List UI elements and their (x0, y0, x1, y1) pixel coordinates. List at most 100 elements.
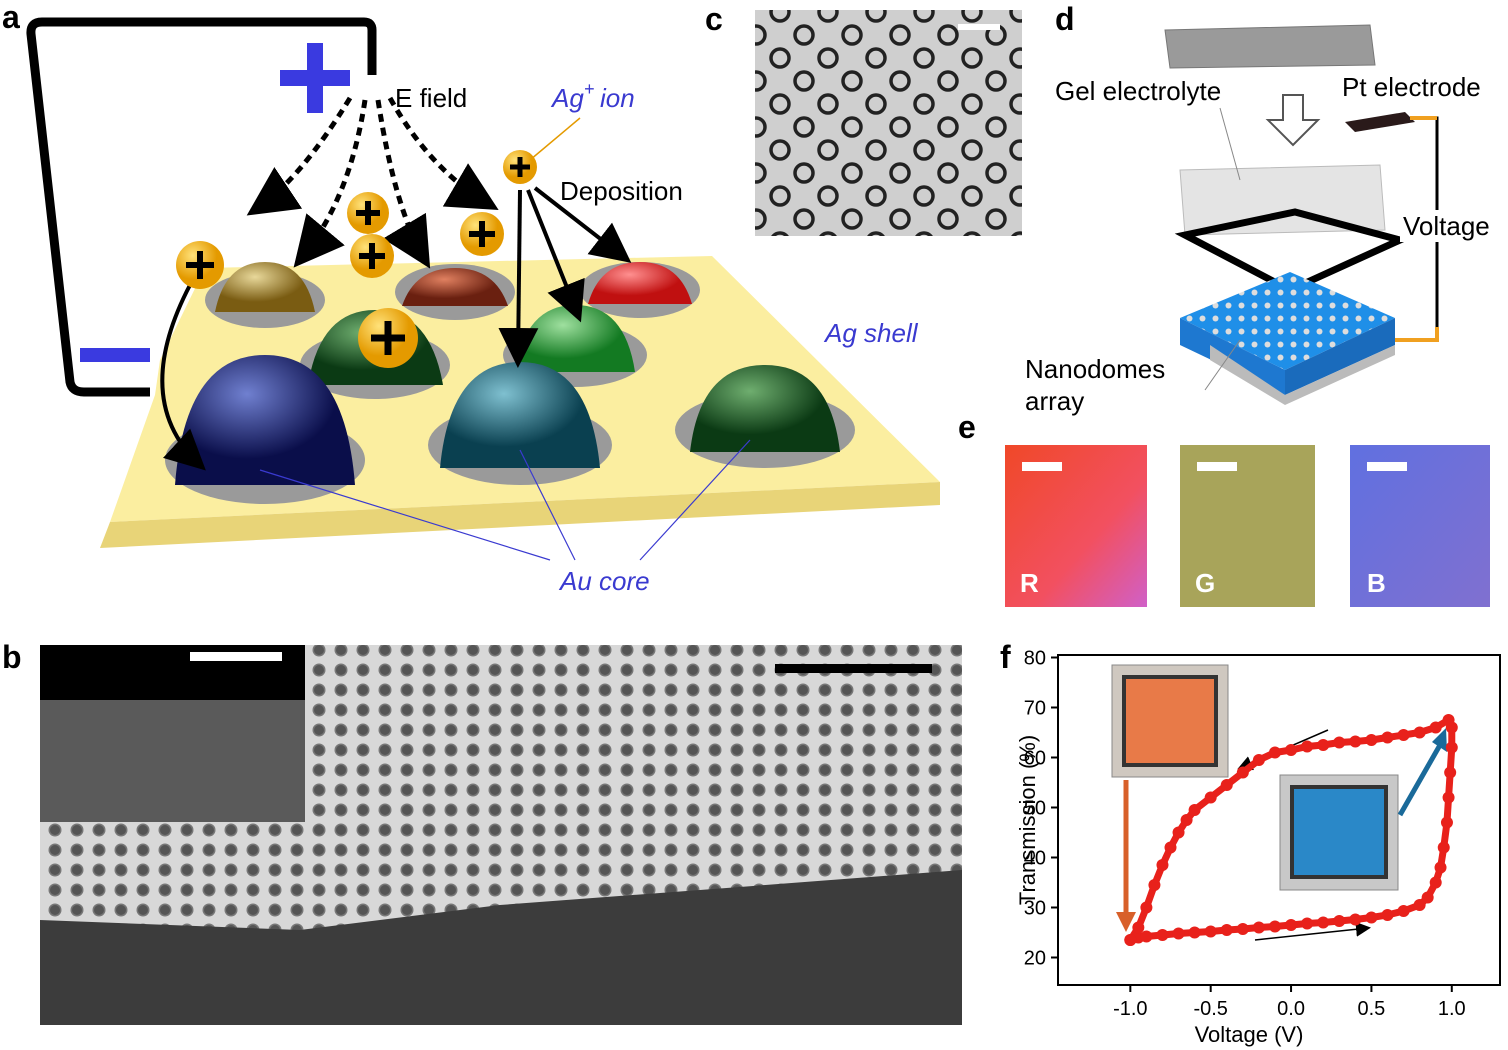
deposition-label: Deposition (560, 176, 683, 206)
arrow-head (1116, 912, 1136, 932)
y-tick-label: 70 (1024, 698, 1046, 720)
gel-layer (1179, 164, 1386, 236)
data-point (1172, 927, 1185, 940)
data-point (1220, 779, 1233, 791)
scale-bar (190, 652, 282, 661)
scale-bar (1022, 462, 1062, 471)
optical-image (755, 10, 1022, 236)
x-axis-label: Voltage (V) (1195, 1022, 1304, 1047)
data-point (1156, 859, 1169, 871)
ag-ion-base: Ag (550, 83, 584, 113)
x-tick-label: 0.5 (1358, 998, 1386, 1020)
substrate (1210, 345, 1395, 405)
ag-ion-suffix: ion (600, 83, 635, 113)
data-point (1180, 814, 1193, 826)
panel-e: R G B (1005, 445, 1490, 607)
x-tick-label: 0.0 (1277, 998, 1305, 1020)
scale-bar (958, 24, 1000, 30)
data-point (1413, 899, 1426, 911)
scale-bar (1197, 462, 1237, 471)
color-label: R (1020, 568, 1039, 598)
y-axis-label: Transmission (%) (1015, 735, 1040, 905)
data-point (1268, 920, 1281, 933)
data-point (1444, 766, 1457, 779)
y-tick-label: 30 (1024, 898, 1046, 920)
panel-a: E field Ag+ ion Deposition Ag shell Au co… (26, 17, 940, 596)
y-tick-label: 20 (1024, 948, 1046, 970)
panel-label: b (2, 639, 22, 675)
data-point (1397, 729, 1410, 741)
leader-line (1204, 339, 1241, 391)
data-point (1268, 746, 1281, 759)
data-point (1365, 734, 1378, 746)
wire-contact (1395, 116, 1439, 342)
data-point (1285, 744, 1298, 756)
voltage-label: Voltage (1403, 211, 1490, 241)
data-point (1236, 923, 1249, 935)
pt-electrode (1345, 112, 1415, 132)
data-point (1413, 726, 1426, 739)
minus-sign (80, 348, 150, 362)
circuit-wire (26, 17, 377, 397)
panel-label: a (2, 0, 20, 35)
data-point (1440, 816, 1453, 829)
data-point (1148, 879, 1161, 891)
data-point (1333, 736, 1346, 749)
y-tick-label: 50 (1024, 798, 1046, 820)
pt-electrode-label: Pt electrode (1342, 72, 1481, 102)
micrograph-g (1180, 445, 1315, 607)
x-tick-label: -1.0 (1113, 998, 1147, 1020)
y-tick-label: 40 (1024, 848, 1046, 870)
data-point (1252, 754, 1265, 766)
x-tick-label: 1.0 (1438, 998, 1466, 1020)
y-tick-label: 80 (1024, 648, 1046, 670)
field-arrows (246, 96, 499, 269)
plot-frame (1057, 654, 1501, 986)
device-photo-window (1290, 785, 1388, 879)
panel-f (1057, 654, 1501, 986)
nanodome-array (1180, 272, 1395, 370)
data-point (1437, 841, 1450, 854)
data-point (1429, 721, 1442, 734)
ag-ion-label: Ag+ ion (550, 79, 635, 113)
data-point (1204, 925, 1217, 938)
data-point (1188, 926, 1201, 939)
label-background (1400, 210, 1504, 242)
data-point (1421, 891, 1434, 904)
data-point (1381, 731, 1394, 744)
data-point (1429, 876, 1442, 889)
micrograph-r (1005, 445, 1147, 607)
ag-shell-label: Ag shell (823, 318, 919, 348)
panel-c (755, 10, 1022, 236)
nanodomes-label: Nanodomes (1025, 354, 1165, 384)
data-point (1445, 741, 1458, 754)
micrograph-b (1350, 445, 1490, 607)
data-point (1442, 791, 1455, 804)
data-point (1140, 901, 1153, 914)
data-point (1236, 766, 1249, 779)
data-point (1132, 921, 1145, 934)
plus-sign (307, 43, 323, 113)
data-point (1317, 916, 1330, 929)
scale-bar (1367, 462, 1407, 471)
data-point (1349, 735, 1362, 748)
plate-edge (100, 482, 940, 548)
sem-substrate (40, 870, 962, 1025)
gel-electrolyte-label: Gel electrolyte (1055, 76, 1221, 106)
data-point (1140, 930, 1153, 943)
panel-label: f (1000, 639, 1011, 675)
leader-line (529, 117, 581, 161)
au-core-label: Au core (558, 566, 650, 596)
array-side (1180, 318, 1285, 395)
ions (176, 150, 537, 368)
top-plate (1164, 24, 1376, 69)
data-point (1188, 804, 1201, 816)
panel-label: e (958, 409, 976, 445)
data-point (1365, 911, 1378, 924)
arrow (1254, 921, 1371, 941)
panel-b (40, 645, 962, 1025)
color-label: G (1195, 568, 1215, 598)
scale-bar (775, 664, 932, 673)
data-point (1349, 913, 1362, 926)
